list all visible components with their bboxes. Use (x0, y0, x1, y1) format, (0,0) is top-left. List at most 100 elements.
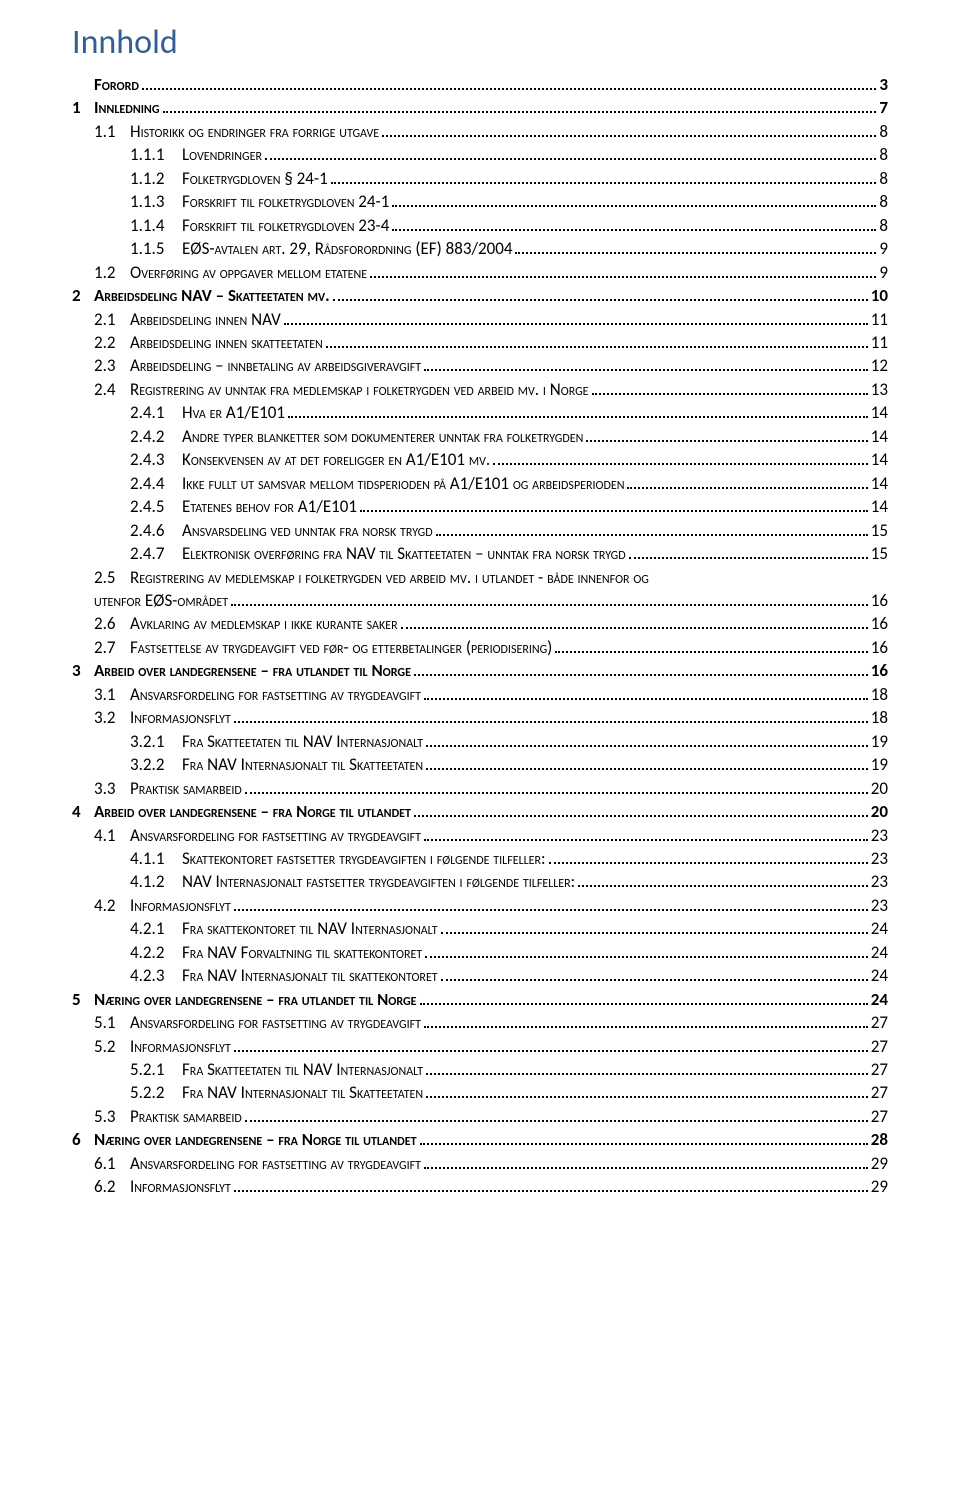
toc-number: 4.2.2 (130, 941, 182, 964)
toc-number: 2.4.6 (130, 519, 182, 542)
toc-label: Fastsettelse av trygdeavgift ved før- og… (130, 636, 552, 659)
toc-number: 2.4.5 (130, 495, 182, 518)
toc-page-number: 20 (871, 800, 888, 823)
toc-page-number: 27 (871, 1081, 888, 1104)
toc-label: Ansvarsfordeling for fastsetting av tryg… (130, 1011, 421, 1034)
toc-entry: 6.1Ansvarsfordeling for fastsetting av t… (72, 1152, 888, 1175)
toc-page-number: 16 (871, 612, 888, 635)
toc-page-number: 8 (879, 167, 888, 190)
toc-number: 5.2 (94, 1035, 130, 1058)
toc-page-number: 29 (871, 1175, 888, 1198)
toc-label: Andre typer blanketter som dokumenterer … (182, 425, 583, 448)
toc-label: Ansvarsdeling ved unntak fra norsk trygd (182, 519, 433, 542)
toc-leader-dots (586, 440, 867, 442)
toc-leader-dots (549, 862, 868, 864)
toc-label: Arbeidsdeling innen NAV (130, 308, 281, 331)
toc-entry: 5.1Ansvarsfordeling for fastsetting av t… (72, 1011, 888, 1034)
toc-entry: 5.2.2Fra NAV Internasjonalt til Skatteet… (72, 1081, 888, 1104)
toc-number: 2.6 (94, 612, 130, 635)
toc-label: Ansvarsfordeling for fastsetting av tryg… (130, 824, 421, 847)
toc-entry: 3.2.1Fra Skatteetaten til NAV Internasjo… (72, 730, 888, 753)
toc-label: Etatenes behov for A1/E101 (182, 495, 357, 518)
toc-page-number: 19 (871, 753, 888, 776)
toc-label: Arbeidsdeling innen skatteetaten (130, 331, 323, 354)
toc-entry: 3.1Ansvarsfordeling for fastsetting av t… (72, 683, 888, 706)
toc-leader-dots (245, 792, 868, 794)
toc-label: Fra NAV Internasjonalt til Skatteetaten (182, 1081, 423, 1104)
toc-label: Forskrift til folketrygdloven 23-4 (182, 214, 389, 237)
toc-page-number: 12 (871, 354, 888, 377)
toc-label: Registrering av unntak fra medlemskap i … (130, 378, 589, 401)
toc-page-number: 27 (871, 1011, 888, 1034)
toc-label: Ikke fullt ut samsvar mellom tidsperiode… (182, 472, 624, 495)
toc-number: 5 (72, 988, 94, 1011)
toc-entry: 2.5Registrering av medlemskap i folketry… (72, 566, 888, 613)
toc-number: 5.2.2 (130, 1081, 182, 1104)
toc-number: 2.7 (94, 636, 130, 659)
toc-entry: 2.4.6Ansvarsdeling ved unntak fra norsk … (72, 519, 888, 542)
toc-number: 2.2 (94, 331, 130, 354)
toc-page-number: 3 (879, 73, 888, 96)
toc-entry: 3.2.2Fra NAV Internasjonalt til Skatteet… (72, 753, 888, 776)
toc-number: 6.2 (94, 1175, 130, 1198)
toc-page-number: 9 (879, 237, 888, 260)
toc-leader-dots (234, 1190, 868, 1192)
toc-label: Folketrygdloven § 24-1 (182, 167, 328, 190)
toc-number: 4.2.1 (130, 917, 182, 940)
toc-leader-dots (231, 604, 868, 606)
toc-page-number: 24 (871, 964, 888, 987)
toc-leader-dots (401, 627, 868, 629)
toc-entry: 3.2Informasjonsflyt18 (72, 706, 888, 729)
toc-leader-dots (441, 932, 868, 934)
toc-label: Næring over landegrensene – fra Norge ti… (94, 1128, 417, 1151)
toc-number: 1.1.3 (130, 190, 182, 213)
toc-entry: 4.2.3Fra NAV Internasjonalt til skatteko… (72, 964, 888, 987)
toc-entry: 1.1Historikk og endringer fra forrige ut… (72, 120, 888, 143)
toc-leader-dots (392, 205, 876, 207)
toc-label: Elektronisk overføring fra NAV til Skatt… (182, 542, 626, 565)
toc-entry: 5Næring over landegrensene – fra utlande… (72, 988, 888, 1011)
toc-page-number: 20 (871, 777, 888, 800)
toc-leader-dots (163, 111, 877, 113)
toc-entry: 3.3Praktisk samarbeid20 (72, 777, 888, 800)
toc-leader-dots (234, 1050, 868, 1052)
toc-label: NAV Internasjonalt fastsetter trygdeavgi… (182, 870, 575, 893)
toc-entry: 4Arbeid over landegrensene – fra Norge t… (72, 800, 888, 823)
toc-leader-dots (578, 885, 868, 887)
toc-page-number: 27 (871, 1035, 888, 1058)
toc-entry: 1.1.5EØS-avtalen art. 29, Rådsforordning… (72, 237, 888, 260)
toc-leader-dots (515, 252, 876, 254)
toc-page-number: 18 (871, 683, 888, 706)
toc-page-number: 15 (871, 519, 888, 542)
toc-leader-dots (436, 534, 868, 536)
toc-page-number: 27 (871, 1105, 888, 1128)
toc-label: Fra NAV Forvaltning til skattekontoret (182, 941, 422, 964)
toc-page-number: 23 (871, 824, 888, 847)
toc-leader-dots (420, 1143, 868, 1145)
toc-leader-dots (424, 1167, 868, 1169)
toc-entry: 2.4.5Etatenes behov for A1/E10114 (72, 495, 888, 518)
toc-label: Arbeidsdeling NAV – Skatteetaten mv. (94, 284, 330, 307)
toc-leader-dots (331, 182, 877, 184)
toc-label: Skattekontoret fastsetter trygdeavgiften… (182, 847, 546, 870)
toc-number: 1.1.4 (130, 214, 182, 237)
toc-leader-dots (424, 369, 868, 371)
toc-page-number: 27 (871, 1058, 888, 1081)
toc-number: 2.4 (94, 378, 130, 401)
toc-entry: 2.7Fastsettelse av trygdeavgift ved før-… (72, 636, 888, 659)
toc-leader-dots (425, 956, 868, 958)
toc-label: Arbeid over landegrensene – fra utlandet… (94, 659, 411, 682)
toc-label: Fra Skatteetaten til NAV Internasjonalt (182, 730, 423, 753)
toc-entry: 5.2.1Fra Skatteetaten til NAV Internasjo… (72, 1058, 888, 1081)
toc-number: 2.1 (94, 308, 130, 331)
toc-label: Registrering av medlemskap i folketrygde… (130, 567, 649, 588)
toc-entry: 2.4.7Elektronisk overføring fra NAV til … (72, 542, 888, 565)
toc-number: 1.1.5 (130, 237, 182, 260)
toc-page-number: 7 (879, 96, 888, 119)
toc-leader-dots (424, 1026, 868, 1028)
toc-leader-dots (426, 745, 868, 747)
toc-leader-dots (555, 651, 867, 653)
toc-label: Næring over landegrensene – fra utlandet… (94, 988, 417, 1011)
toc-label: Historikk og endringer fra forrige utgav… (130, 120, 379, 143)
toc-entry: 2.2Arbeidsdeling innen skatteetaten11 (72, 331, 888, 354)
